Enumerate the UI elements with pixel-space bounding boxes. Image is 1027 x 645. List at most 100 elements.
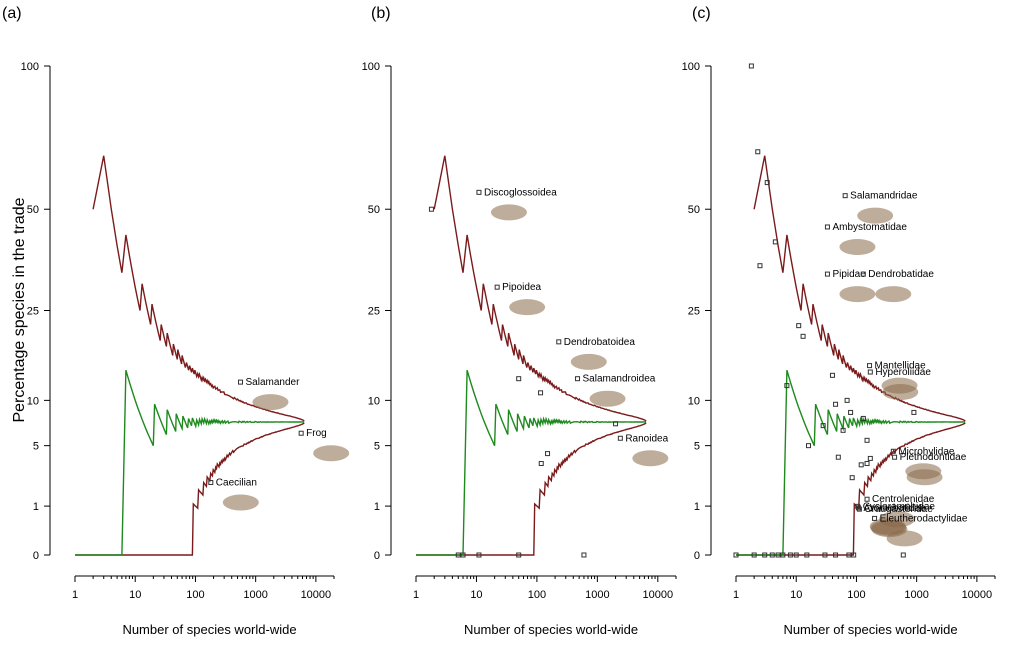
data-point bbox=[804, 552, 810, 558]
y-tick-label: 50 bbox=[27, 204, 39, 216]
data-point bbox=[751, 552, 757, 558]
data-point bbox=[822, 552, 828, 558]
data-point bbox=[867, 363, 873, 369]
poison-frog-icon bbox=[570, 353, 607, 370]
data-point bbox=[581, 552, 587, 558]
caecilian-icon bbox=[222, 494, 259, 511]
data-point bbox=[860, 271, 866, 277]
x-tick-label: 100 bbox=[847, 589, 865, 601]
x-tick-label: 10000 bbox=[643, 589, 674, 601]
data-point bbox=[844, 397, 850, 403]
y-tick-label: 10 bbox=[688, 395, 700, 407]
data-point bbox=[849, 475, 855, 481]
point-label: Centrolenidae bbox=[872, 494, 935, 505]
data-point bbox=[755, 149, 761, 155]
data-point bbox=[833, 552, 839, 558]
point-label: Dendrobatidae bbox=[868, 269, 934, 280]
y-tick-label: 50 bbox=[688, 204, 700, 216]
y-tick-label: 50 bbox=[368, 204, 380, 216]
salamander-icon bbox=[857, 207, 894, 224]
x-tick-label: 1000 bbox=[243, 589, 267, 601]
x-tick-label: 10000 bbox=[962, 589, 993, 601]
data-point bbox=[476, 189, 482, 195]
data-point bbox=[900, 552, 906, 558]
data-point bbox=[298, 430, 304, 436]
panel-label: (a) bbox=[2, 5, 22, 22]
x-tick-label: 10000 bbox=[301, 589, 332, 601]
point-label: Ranoidea bbox=[625, 433, 668, 444]
salamander-icon bbox=[252, 394, 289, 411]
lower-bound-line bbox=[416, 422, 647, 556]
data-point bbox=[872, 515, 878, 521]
data-point bbox=[796, 323, 802, 329]
data-point bbox=[762, 552, 768, 558]
panel-1: (b) 0 1 5 10 25 50 100 1 10 100 1000 10000 Number of … bbox=[362, 5, 677, 637]
y-tick-label: 100 bbox=[362, 61, 380, 73]
point-label: Microhylidae bbox=[898, 446, 955, 457]
y-tick-label: 5 bbox=[694, 441, 700, 453]
point-label: Ambystomatidae bbox=[832, 222, 907, 233]
data-point bbox=[840, 427, 846, 433]
data-point bbox=[556, 339, 562, 345]
x-tick-label: 10 bbox=[790, 589, 802, 601]
data-point bbox=[538, 390, 544, 396]
y-tick-label: 100 bbox=[682, 61, 700, 73]
data-point bbox=[829, 372, 835, 378]
y-tick-label: 10 bbox=[27, 395, 39, 407]
point-label: Dendrobatoidea bbox=[564, 337, 636, 348]
mean-line bbox=[75, 370, 305, 556]
data-point bbox=[806, 443, 812, 449]
data-point bbox=[835, 454, 841, 460]
data-point bbox=[864, 437, 870, 443]
x-axis-label: Number of species world-wide bbox=[122, 622, 296, 637]
data-point bbox=[208, 479, 214, 485]
x-axis-label: Number of species world-wide bbox=[783, 622, 957, 637]
point-label: Frog bbox=[306, 428, 327, 439]
data-point bbox=[764, 180, 770, 186]
data-point bbox=[793, 552, 799, 558]
data-point bbox=[890, 448, 896, 454]
x-tick-label: 1 bbox=[413, 589, 419, 601]
point-label: Discoglossoidea bbox=[484, 187, 557, 198]
point-label: Salamandridae bbox=[850, 191, 918, 202]
data-point bbox=[748, 63, 754, 69]
pipa-frog-icon bbox=[839, 286, 876, 303]
y-axis-label: Percentage species in the trade bbox=[11, 197, 28, 422]
data-point bbox=[856, 506, 862, 512]
data-point bbox=[846, 552, 852, 558]
x-tick-label: 1000 bbox=[585, 589, 609, 601]
data-point bbox=[237, 379, 243, 385]
data-point bbox=[824, 224, 830, 230]
data-point bbox=[772, 239, 778, 245]
data-point bbox=[867, 369, 873, 375]
point-label: Aromobatidae bbox=[863, 503, 926, 514]
y-tick-label: 0 bbox=[33, 550, 39, 562]
frog-icon bbox=[632, 450, 669, 467]
point-label: Pipoidea bbox=[502, 282, 541, 293]
data-point bbox=[855, 505, 861, 511]
data-point bbox=[867, 455, 873, 461]
upper-bound-line bbox=[92, 155, 305, 422]
frog-icon bbox=[313, 445, 350, 462]
point-label: Hyperoliidae bbox=[875, 367, 931, 378]
data-point bbox=[860, 415, 866, 421]
y-tick-label: 10 bbox=[368, 395, 380, 407]
point-label: Mantellidae bbox=[875, 361, 927, 372]
x-tick-label: 100 bbox=[528, 589, 546, 601]
data-point bbox=[800, 333, 806, 339]
data-point bbox=[516, 376, 522, 382]
x-tick-label: 1 bbox=[733, 589, 739, 601]
x-tick-label: 100 bbox=[186, 589, 204, 601]
data-point bbox=[911, 409, 917, 415]
y-tick-label: 1 bbox=[374, 501, 380, 513]
y-tick-label: 5 bbox=[374, 441, 380, 453]
data-point bbox=[516, 552, 522, 558]
data-point bbox=[820, 423, 826, 429]
data-point bbox=[575, 376, 581, 382]
x-tick-label: 10 bbox=[470, 589, 482, 601]
y-tick-label: 25 bbox=[27, 306, 39, 318]
data-point bbox=[613, 421, 619, 427]
data-point bbox=[455, 552, 461, 558]
point-label: Salamander bbox=[245, 377, 300, 388]
